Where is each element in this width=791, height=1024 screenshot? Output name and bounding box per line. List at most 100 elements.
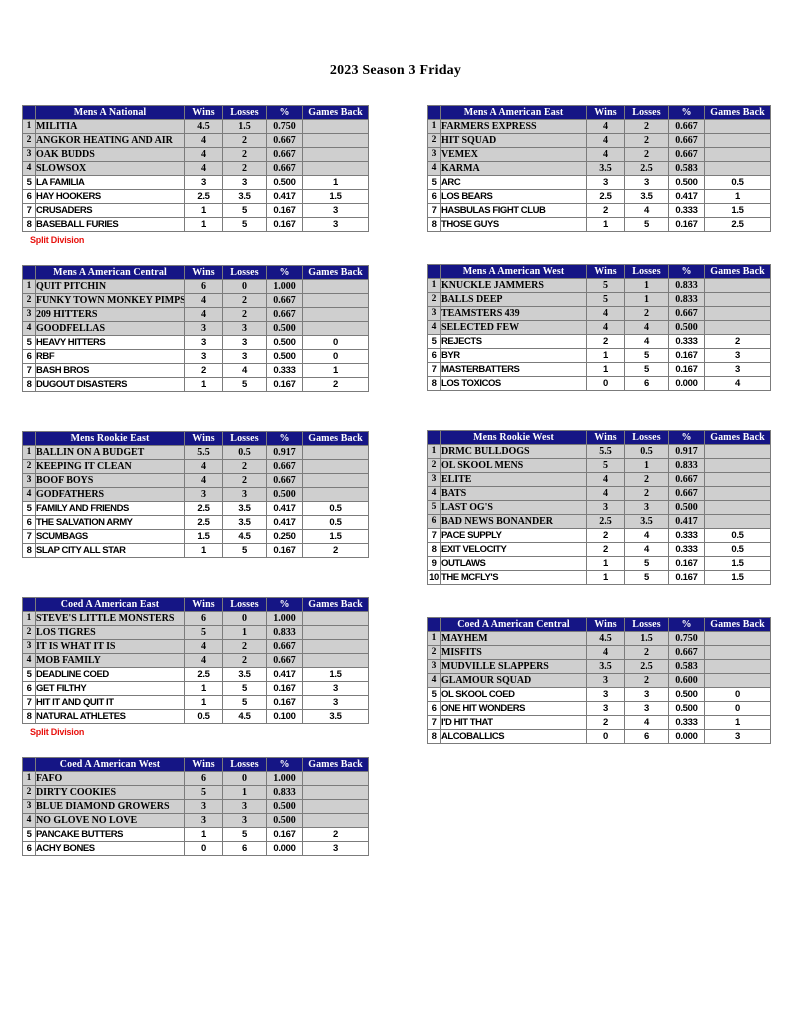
table-row: 4 GODFATHERS 3 3 0.500 <box>22 487 369 502</box>
row-rank: 7 <box>427 203 441 218</box>
games-back-value: 2 <box>302 377 369 392</box>
standings-table: Mens Rookie East Wins Losses% Games Back 1 BA… <box>22 431 369 558</box>
games-back-value <box>302 445 369 460</box>
standings-table: Mens A American East Wins Losses% Games Bac… <box>427 105 771 232</box>
row-rank: 8 <box>22 543 36 558</box>
table-header-row: Coed A American East Wins Losses% Games Bac… <box>22 597 369 612</box>
team-name: IT IS WHAT IT IS <box>35 639 185 654</box>
standings-block-mens-a-american-east: Mens A American East Wins Losses% Games Bac… <box>427 105 771 232</box>
games-back-value: 3.5 <box>302 709 369 724</box>
row-rank: 3 <box>22 639 36 654</box>
row-rank: 6 <box>22 841 36 856</box>
wins-value: 3 <box>184 175 223 190</box>
games-back-value <box>704 500 771 515</box>
table-row: 8 NATURAL ATHLETES 0.5 4.5 0.100 3.5 <box>22 709 369 724</box>
wins-value: 4.5 <box>586 631 625 646</box>
wins-value: 5 <box>184 625 223 640</box>
team-name: FAMILY AND FRIENDS <box>35 501 185 516</box>
wins-value: 4 <box>184 653 223 668</box>
games-back-value: 1.5 <box>302 189 369 204</box>
row-rank: 5 <box>427 334 441 349</box>
wins-header: Wins <box>184 757 223 772</box>
games-back-value <box>302 119 369 134</box>
pct-value: 0.000 <box>668 729 705 744</box>
wins-header: Wins <box>184 431 223 446</box>
rank-header <box>22 105 36 120</box>
team-name: THE MCFLY'S <box>440 570 587 585</box>
table-row: 3 MUDVILLE SLAPPERS 3.5 2.5 0.583 <box>427 659 771 674</box>
table-row: 3 IT IS WHAT IT IS 4 2 0.667 <box>22 639 369 654</box>
losses-value: 5 <box>222 217 267 232</box>
team-name: PANCAKE BUTTERS <box>35 827 185 842</box>
games-back-value <box>302 487 369 502</box>
wins-value: 0 <box>586 729 625 744</box>
spacer <box>22 392 369 431</box>
team-name: HASBULAS FIGHT CLUB <box>440 203 587 218</box>
losses-value: 3.5 <box>222 501 267 516</box>
row-rank: 2 <box>22 459 36 474</box>
table-row: 6 GET FILTHY 1 5 0.167 3 <box>22 681 369 696</box>
team-name: MISFITS <box>440 645 587 660</box>
pct-header: % <box>668 430 705 445</box>
wins-value: 6 <box>184 611 223 626</box>
split-division-note: Split Division <box>30 727 85 737</box>
pct-value: 0.333 <box>668 542 705 557</box>
losses-value: 5 <box>222 681 267 696</box>
losses-header: Losses <box>624 264 669 279</box>
pct-value: 0.500 <box>668 701 705 716</box>
row-rank: 1 <box>427 119 441 134</box>
pct-value: 0.500 <box>266 335 303 350</box>
games-back-value <box>704 444 771 459</box>
wins-value: 1 <box>586 348 625 363</box>
division-title: Mens A National <box>35 105 185 120</box>
rank-header <box>22 265 36 280</box>
table-row: 4 SLOWSOX 4 2 0.667 <box>22 161 369 176</box>
row-rank: 2 <box>427 133 441 148</box>
row-rank: 2 <box>22 785 36 800</box>
losses-value: 5 <box>624 217 669 232</box>
row-rank: 3 <box>22 147 36 162</box>
pct-value: 0.500 <box>266 487 303 502</box>
losses-value: 6 <box>624 376 669 391</box>
team-name: BAD NEWS BONANDER <box>440 514 587 529</box>
table-row: 1 FAFO 6 0 1.000 <box>22 771 369 786</box>
losses-value: 3 <box>624 175 669 190</box>
pct-value: 0.667 <box>668 486 705 501</box>
pct-value: 0.333 <box>668 715 705 730</box>
games-back-value <box>704 486 771 501</box>
losses-value: 4 <box>624 203 669 218</box>
team-name: GODFATHERS <box>35 487 185 502</box>
table-row: 8 SLAP CITY ALL STAR 1 5 0.167 2 <box>22 543 369 558</box>
wins-value: 2.5 <box>184 515 223 530</box>
pct-value: 0.667 <box>668 306 705 321</box>
games-back-value: 3 <box>302 203 369 218</box>
row-rank: 6 <box>22 349 36 364</box>
pct-value: 0.167 <box>266 695 303 710</box>
team-name: FAFO <box>35 771 185 786</box>
row-rank: 8 <box>22 377 36 392</box>
wins-value: 4 <box>586 119 625 134</box>
page-title: 2023 Season 3 Friday <box>329 63 462 78</box>
row-rank: 1 <box>22 119 36 134</box>
row-rank: 2 <box>22 625 36 640</box>
row-rank: 6 <box>427 701 441 716</box>
games-back-value <box>704 320 771 335</box>
wins-value: 1 <box>586 570 625 585</box>
games-back-header: Games Back <box>704 617 771 632</box>
pct-value: 0.667 <box>668 645 705 660</box>
division-title: Mens A American East <box>440 105 587 120</box>
wins-value: 5 <box>586 458 625 473</box>
pct-value: 0.833 <box>668 292 705 307</box>
wins-value: 4 <box>184 639 223 654</box>
row-rank: 6 <box>22 515 36 530</box>
team-name: ACHY BONES <box>35 841 185 856</box>
pct-value: 0.500 <box>266 813 303 828</box>
table-row: 5 REJECTS 2 4 0.333 2 <box>427 334 771 349</box>
table-header-row: Mens A American West Wins Losses% Games Bac… <box>427 264 771 279</box>
pct-value: 1.000 <box>266 611 303 626</box>
table-row: 6 ONE HIT WONDERS 3 3 0.500 0 <box>427 701 771 716</box>
team-name: BALLIN ON A BUDGET <box>35 445 185 460</box>
games-back-value: 3 <box>704 348 771 363</box>
wins-value: 3 <box>184 813 223 828</box>
games-back-value <box>302 799 369 814</box>
